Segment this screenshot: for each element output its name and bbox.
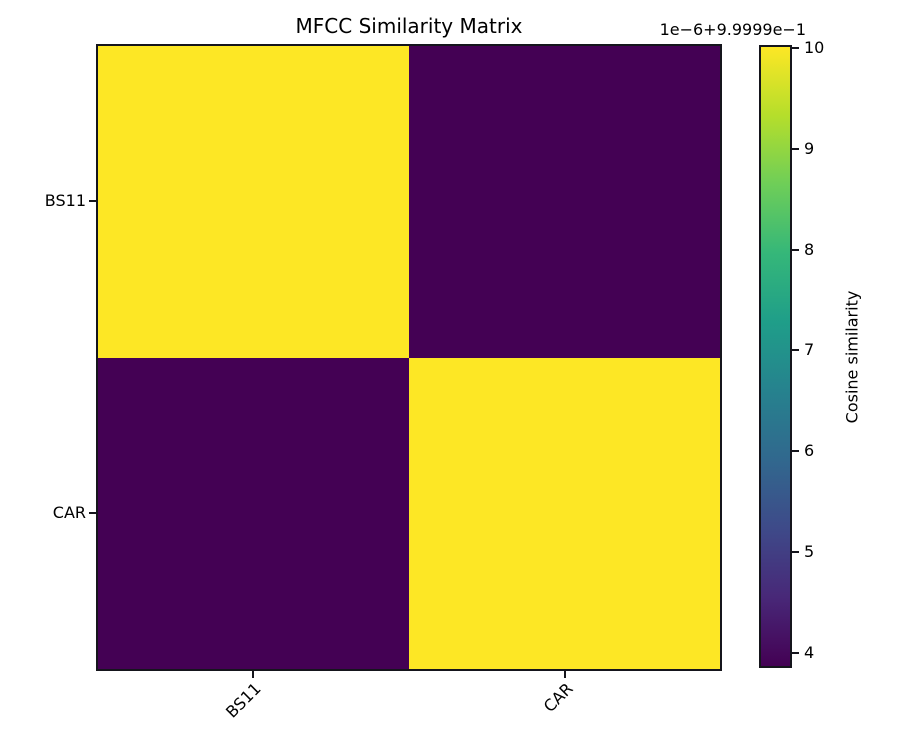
colorbar-tick-mark — [791, 147, 799, 150]
colorbar-tick-label-4: 4 — [804, 642, 815, 662]
colorbar-tick-mark — [791, 551, 799, 554]
heatmap-cell-CAR-CAR — [409, 357, 720, 669]
colorbar-offset-text: 1e−6+9.9999e−1 — [659, 20, 806, 39]
colorbar — [759, 45, 792, 668]
colorbar-tick-mark — [791, 349, 799, 352]
y-tick-mark — [89, 200, 97, 202]
heatmap-plot — [96, 44, 722, 671]
colorbar-tick-mark — [791, 450, 799, 453]
x-tick-label-bs11: BS11 — [221, 679, 265, 722]
colorbar-tick-mark — [791, 47, 799, 50]
colorbar-tick-label-5: 5 — [804, 542, 815, 562]
colorbar-tick-label-6: 6 — [804, 441, 815, 461]
heatmap-cell-CAR-BS11 — [98, 357, 409, 669]
colorbar-tick-mark — [791, 651, 799, 654]
x-tick-mark — [252, 670, 254, 678]
heatmap-cell-BS11-BS11 — [98, 46, 409, 358]
colorbar-label: Cosine similarity — [842, 290, 862, 424]
colorbar-tick-label-7: 7 — [804, 340, 815, 360]
heatmap-cell-BS11-CAR — [409, 46, 720, 358]
colorbar-tick-label-10: 10 — [804, 38, 825, 58]
y-tick-label-bs11: BS11 — [44, 191, 86, 210]
y-tick-mark — [89, 512, 97, 514]
x-tick-label-car: CAR — [539, 679, 577, 716]
y-tick-label-car: CAR — [52, 503, 86, 522]
colorbar-tick-mark — [791, 248, 799, 251]
chart-title: MFCC Similarity Matrix — [295, 14, 523, 38]
x-tick-mark — [564, 670, 566, 678]
colorbar-tick-label-9: 9 — [804, 138, 815, 158]
colorbar-tick-label-8: 8 — [804, 239, 815, 259]
